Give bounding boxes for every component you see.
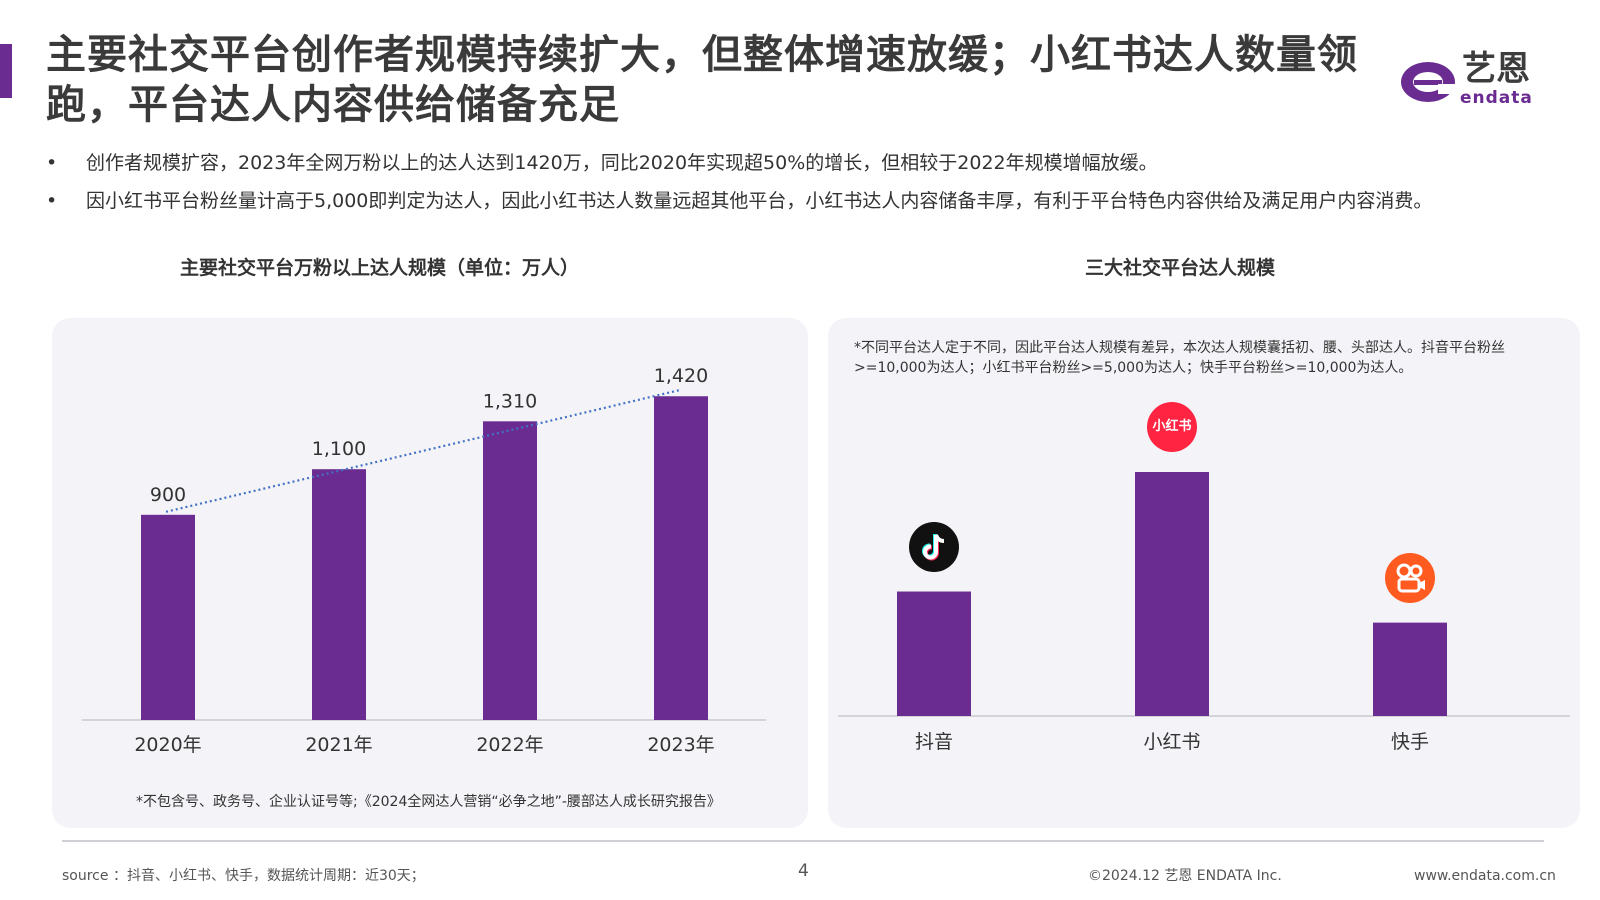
bullet-marker: • [46,152,58,174]
page-number: 4 [798,861,809,881]
bar-value-label: 900 [150,484,186,506]
page-title: 主要社交平台创作者规模持续扩大，但整体增速放缓；小红书达人数量领跑，平台达人内容… [46,32,1358,128]
bullet-item: • 因小红书平台粉丝量计高于5,000即判定为达人，因此小红书达人数量远超其他平… [46,188,1486,214]
left-chart-footnote: *不包含号、政务号、企业认证号等;《2024全网达人营销“必争之地”-腰部达人成… [136,794,721,810]
bullet-text: 因小红书平台粉丝量计高于5,000即判定为达人，因此小红书达人数量远超其他平台，… [86,190,1433,212]
bar-快手 [1373,622,1447,716]
x-tick-label: 2023年 [647,734,714,756]
x-tick-label: 快手 [1391,731,1429,753]
footer-copyright: ©2024.12 艺恩 ENDATA Inc. [1088,868,1282,884]
right-chart-panel: *不同平台达人定于不同，因此平台达人规模有差异，本次达人规模囊括初、腰、头部达人… [828,318,1580,828]
left-chart-title: 主要社交平台万粉以上达人规模（单位：万人） [180,257,580,279]
logo-cn-text: 艺恩 [1462,49,1530,89]
trend-line [165,389,680,513]
creator-scale-bar-chart: 900 2020年 1,100 2021年 1,310 2022年 1,420 2023年 [82,365,766,756]
bar-value-label: 1,310 [483,390,537,412]
bullet-text: 创作者规模扩容，2023年全网万粉以上的达人达到1420万，同比2020年实现超… [86,152,1158,174]
bullet-list: • 创作者规模扩容，2023年全网万粉以上的达人达到1420万，同比2020年实… [46,150,1486,226]
bar-2022年 [483,421,537,720]
x-tick-label: 小红书 [1143,731,1200,753]
bar-小红书 [1135,472,1209,716]
x-tick-label: 2021年 [305,734,372,756]
endata-logo: 艺恩 endata [1398,50,1558,110]
bar-2023年 [654,396,708,720]
bar-value-label: 1,100 [312,438,366,460]
logo-en-text: endata [1460,88,1533,108]
bar-抖音 [897,591,971,716]
bar-2020年 [141,514,195,720]
right-chart-title: 三大社交平台达人规模 [1085,257,1276,279]
footer-divider [62,840,1544,842]
right-chart-note: *不同平台达人定于不同，因此平台达人规模有差异，本次达人规模囊括初、腰、头部达人… [854,340,1505,376]
bullet-marker: • [46,190,58,212]
bar-value-label: 1,420 [654,365,708,387]
footer-source: source ：抖音、小红书、快手，数据统计周期：近30天； [62,868,425,884]
bullet-item: • 创作者规模扩容，2023年全网万粉以上的达人达到1420万，同比2020年实… [46,150,1486,176]
kuaishou-icon [1385,552,1435,603]
platform-scale-bar-chart: 抖音 小红书 快手 [838,472,1570,753]
footer-website: www.endata.com.cn [1414,868,1556,884]
bar-2021年 [312,469,366,720]
left-chart-panel: 900 2020年 1,100 2021年 1,310 2022年 1,420 2023年 *… [52,318,808,828]
douyin-icon [909,521,959,572]
x-tick-label: 2022年 [476,734,543,756]
accent-bar [0,44,12,98]
endata-logo-icon [1401,62,1458,102]
xiaohongshu-icon: 小红书 [1147,402,1197,452]
x-tick-label: 2020年 [134,734,201,756]
x-tick-label: 抖音 [915,731,953,753]
